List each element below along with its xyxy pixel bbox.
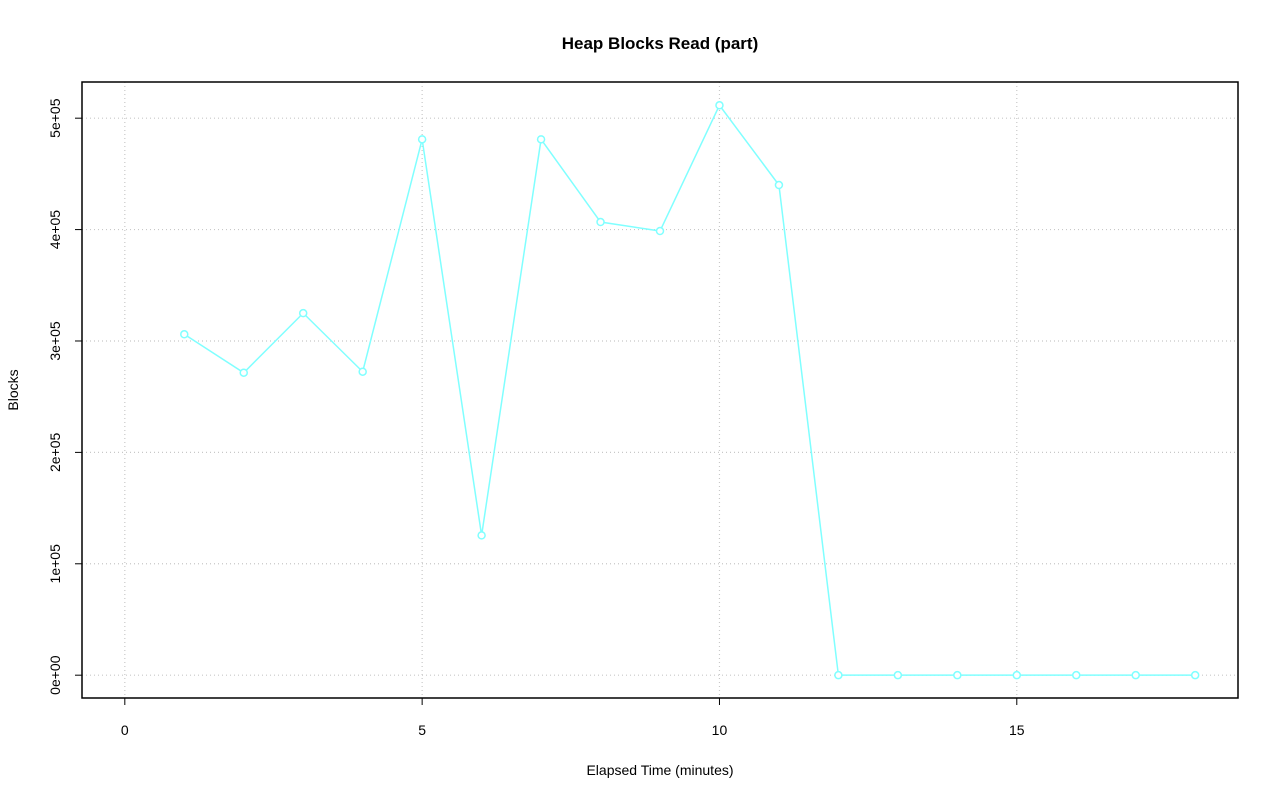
data-point (358, 367, 367, 376)
y-tick-label: 3e+05 (47, 321, 63, 361)
data-point (596, 217, 605, 227)
x-tick-label: 10 (712, 722, 728, 738)
x-axis-label: Elapsed Time (minutes) (586, 762, 733, 778)
data-point (298, 308, 308, 318)
data-point (477, 531, 486, 540)
data-point (180, 330, 189, 339)
data-point (1072, 670, 1081, 680)
data-point (1131, 670, 1140, 680)
y-tick-label: 1e+05 (47, 544, 63, 584)
series-line (183, 103, 1196, 676)
y-tick-label: 4e+05 (47, 210, 63, 250)
data-point (536, 135, 546, 144)
data-point (774, 180, 784, 190)
x-tick-label: 0 (121, 722, 129, 738)
data-point (1190, 670, 1200, 680)
y-tick-label: 5e+05 (47, 98, 63, 138)
data-point (239, 368, 248, 377)
data-point (715, 101, 724, 110)
chart-title: Heap Blocks Read (part) (562, 34, 759, 53)
data-point (893, 670, 903, 680)
data-point (417, 135, 427, 144)
data-point (655, 226, 665, 236)
y-tick-label: 2e+05 (47, 433, 63, 473)
data-point (834, 670, 843, 680)
x-tick-label: 15 (1009, 722, 1025, 738)
plot-frame (81, 81, 1239, 699)
y-axis-label: Blocks (5, 369, 21, 410)
data-point (1012, 670, 1022, 680)
data-point (953, 670, 962, 680)
x-tick-label: 5 (418, 722, 426, 738)
y-tick-label: 0e+00 (47, 655, 63, 695)
